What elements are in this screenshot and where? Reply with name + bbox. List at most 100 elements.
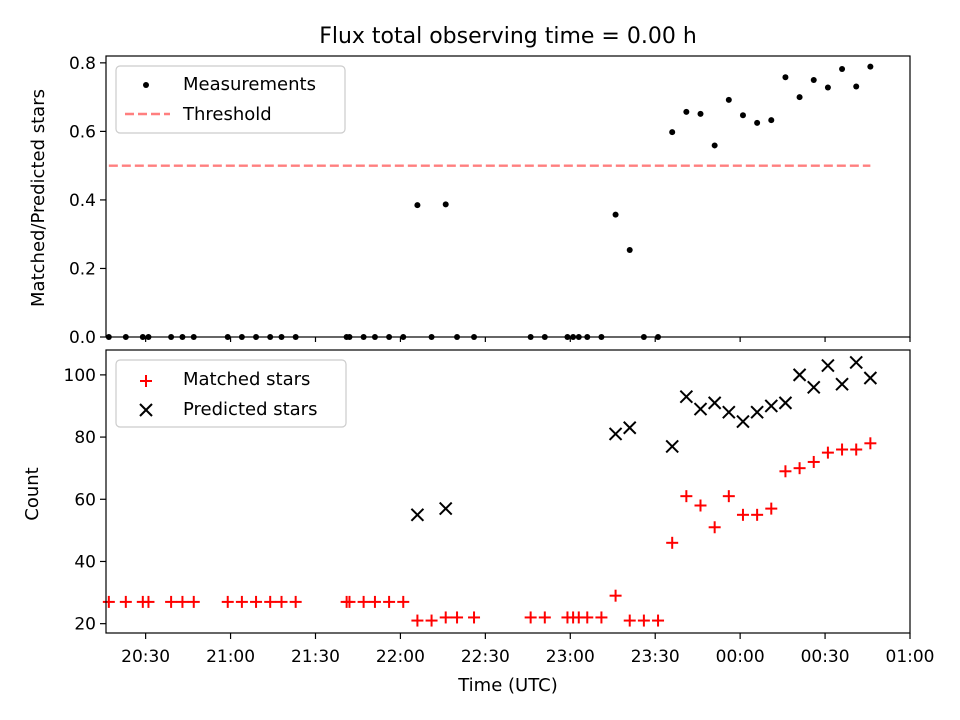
matched-star-point <box>142 595 155 608</box>
predicted-star-point <box>665 439 679 454</box>
count-y-ticks: 20 40 60 80 100 <box>64 366 106 635</box>
predicted-star-stroke <box>608 427 623 441</box>
predicted-star-stroke <box>665 439 679 454</box>
matched-star-point <box>439 611 452 624</box>
matched-star-point <box>623 614 636 627</box>
matched-star-point <box>275 595 288 608</box>
legend-threshold-label: Threshold <box>182 104 272 125</box>
matched-star-point <box>165 595 178 608</box>
count-y-tick-label: 80 <box>74 428 96 448</box>
predicted-star-stroke <box>764 399 778 413</box>
predicted-star-point <box>736 414 750 429</box>
chart-title: Flux total observing time = 0.00 h <box>319 24 697 49</box>
predicted-star-point <box>792 368 807 382</box>
measurement-point <box>810 76 817 83</box>
count-x-ticks: 20:30 21:00 21:30 22:00 22:30 23:00 23:30 00:00… <box>121 633 935 667</box>
predicted-star-stroke <box>707 396 722 410</box>
predicted-star-stroke <box>623 421 637 435</box>
legend-predicted-marker <box>139 403 153 417</box>
matched-star-point <box>595 611 608 624</box>
count-plot-area <box>102 355 878 627</box>
legend-matched-marker <box>140 375 152 387</box>
matched-star-point <box>736 508 749 521</box>
measurement-point <box>711 142 718 149</box>
predicted-star-point <box>608 427 623 441</box>
predicted-star-stroke <box>410 508 425 522</box>
predicted-star-stroke <box>849 355 863 370</box>
matched-star-point <box>383 595 396 608</box>
predicted-star-stroke <box>778 396 793 410</box>
predicted-star-stroke <box>821 358 835 373</box>
measurement-point <box>839 66 846 73</box>
matched-star-point <box>609 589 622 602</box>
matched-star-point <box>176 595 189 608</box>
ratio-y-tick-label: 0.0 <box>69 328 96 348</box>
ratio-y-ticks: 0.0 0.2 0.4 0.6 0.8 <box>69 54 106 348</box>
matched-star-point <box>680 490 693 503</box>
count-legend: Matched stars Predicted stars <box>115 359 347 428</box>
ratio-legend: Measurements Threshold <box>115 65 346 134</box>
matched-star-point <box>779 465 792 478</box>
matched-star-point <box>264 595 277 608</box>
ratio-y-tick-label: 0.6 <box>69 122 96 142</box>
ratio-legend-box <box>115 65 346 134</box>
count-legend-box <box>115 359 347 428</box>
matched-star-point <box>411 614 424 627</box>
count-x-tick-label: 22:30 <box>461 647 510 667</box>
predicted-star-stroke <box>835 377 849 391</box>
matched-star-point <box>694 499 707 512</box>
count-x-tick-label: 22:00 <box>376 647 425 667</box>
matched-star-point <box>235 595 248 608</box>
predicted-star-stroke <box>679 389 694 404</box>
count-x-tick-label: 23:00 <box>546 647 595 667</box>
legend-matched-label: Matched stars <box>183 369 310 390</box>
matched-star-point <box>538 611 551 624</box>
predicted-star-point <box>707 396 722 410</box>
matched-star-point <box>102 595 115 608</box>
predicted-star-stroke <box>736 414 750 429</box>
matched-star-point <box>793 462 806 475</box>
matched-star-point <box>397 595 410 608</box>
predicted-star-point <box>807 380 821 395</box>
predicted-star-point <box>679 389 694 404</box>
matched-star-point <box>864 437 877 450</box>
measurement-point <box>768 117 775 124</box>
matched-star-point <box>250 595 263 608</box>
predicted-star-point <box>863 371 878 385</box>
predicted-star-stroke <box>439 501 453 516</box>
predicted-star-point <box>821 358 835 373</box>
matched-star-point <box>821 446 834 459</box>
predicted-star-point <box>835 377 849 391</box>
matched-star-point <box>751 508 764 521</box>
measurement-point <box>725 96 732 103</box>
measurement-point <box>782 74 789 81</box>
matched-star-point <box>451 611 464 624</box>
predicted-star-point <box>750 405 764 419</box>
matched-star-point <box>765 502 778 515</box>
predicted-star-point <box>439 501 453 516</box>
predicted-star-stroke <box>693 402 708 416</box>
matched-star-point <box>836 443 849 456</box>
measurement-point <box>824 84 831 91</box>
measurement-point <box>853 83 860 90</box>
count-x-tick-label: 20:30 <box>121 647 170 667</box>
ratio-y-tick-label: 0.2 <box>69 259 96 279</box>
matched-star-point <box>652 614 665 627</box>
measurement-point <box>739 112 746 119</box>
matched-star-point <box>357 595 370 608</box>
measurement-point <box>612 211 619 218</box>
matched-star-point <box>468 611 481 624</box>
predicted-star-stroke <box>722 405 736 419</box>
ratio-panel: Flux total observing time = 0.00 h Match… <box>28 24 911 348</box>
measurement-point <box>414 202 421 209</box>
predicted-star-stroke <box>863 371 878 385</box>
matched-star-point <box>581 611 594 624</box>
measurement-point <box>796 94 803 101</box>
ratio-y-tick-label: 0.4 <box>69 191 96 211</box>
predicted-star-stroke <box>750 405 764 419</box>
count-axes-frame <box>105 349 911 634</box>
count-x-tick-label: 21:30 <box>291 647 340 667</box>
ratio-y-tick-label: 0.8 <box>69 54 96 74</box>
predicted-star-point <box>623 421 637 435</box>
